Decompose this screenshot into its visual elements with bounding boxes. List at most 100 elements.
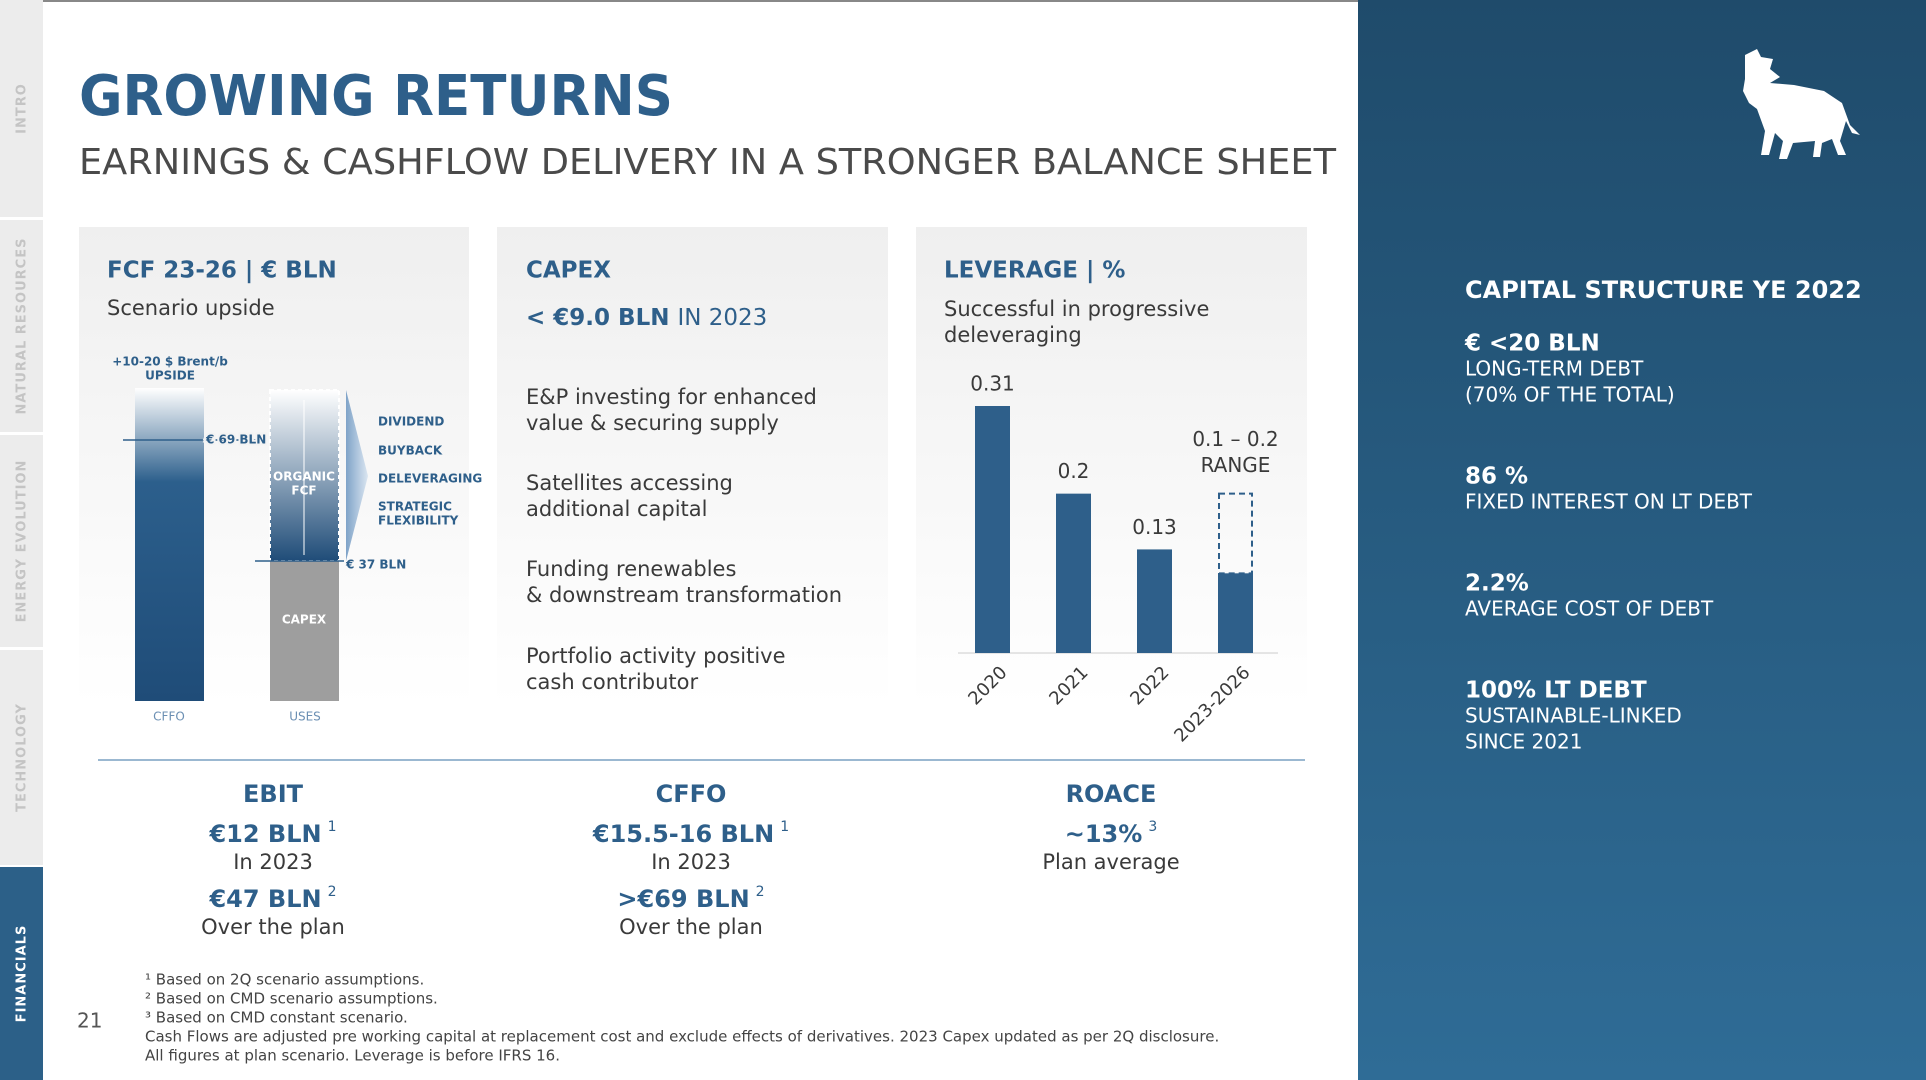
upside-label: UPSIDE — [145, 369, 195, 383]
panel-title: CAPEX — [526, 258, 611, 284]
kpi-value: ~13% 3 — [1065, 819, 1157, 848]
sidebar: INTRO NATURAL RESOURCES ENERGY EVOLUTION TE… — [0, 0, 43, 1080]
bar — [1056, 493, 1091, 653]
capital-text: (70% OF THE TOTAL) — [1465, 383, 1675, 407]
capex-bar — [270, 561, 339, 701]
uses-arrow — [346, 390, 368, 561]
sidebar-tab[interactable]: INTRO — [0, 0, 43, 217]
kpi-note: 1 — [328, 819, 337, 835]
kpi-title: ROACE — [1066, 780, 1157, 808]
side-panel — [1358, 0, 1926, 1080]
bar — [975, 406, 1010, 653]
subtitle: EARNINGS & CASHFLOW DELIVERY IN A STRONG… — [79, 142, 1337, 183]
use-label: DIVIDEND — [378, 415, 444, 429]
tab-bg — [0, 220, 43, 432]
use-label: DELEVERAGING — [378, 472, 482, 486]
capex-label: CAPEX — [282, 613, 327, 627]
title: GROWING RETURNS — [79, 64, 673, 129]
kpi-value: €15.5-16 BLN 1 — [592, 819, 789, 848]
panel — [497, 227, 888, 706]
capital-text: FIXED INTEREST ON LT DEBT — [1465, 490, 1753, 514]
panel-subtitle: Scenario upside — [107, 296, 275, 320]
kpi-number: €15.5-16 BLN — [592, 820, 774, 848]
column-label: CFFO — [153, 710, 185, 724]
kpi-label: In 2023 — [651, 850, 731, 874]
kpi-number: >€69 BLN — [617, 885, 749, 913]
footnote: All figures at plan scenario. Leverage i… — [145, 1047, 560, 1065]
tab-label: NATURAL RESOURCES — [15, 238, 30, 415]
cffo-bar — [135, 388, 204, 701]
kpi-value: €12 BLN 1 — [208, 819, 336, 848]
kpi-note: 2 — [328, 884, 337, 900]
kpi-number: €12 BLN — [208, 820, 321, 848]
kpi-number: ~13% — [1065, 820, 1143, 848]
tab-label: TECHNOLOGY — [15, 703, 30, 812]
capital-text: AVERAGE COST OF DEBT — [1465, 597, 1714, 621]
cffo-label: € 69 BLN — [205, 433, 266, 447]
kpi-label: In 2023 — [233, 850, 313, 874]
tab-label: FINANCIALS — [15, 925, 30, 1023]
top-border — [0, 0, 1926, 2]
tab-label: ENERGY EVOLUTION — [15, 460, 30, 623]
use-label: STRATEGIC — [378, 500, 452, 514]
capital-value: 2.2% — [1465, 571, 1529, 597]
sidebar-tab[interactable]: FINANCIALS — [0, 867, 43, 1080]
footnote: Cash Flows are adjusted pre working capi… — [145, 1028, 1219, 1046]
upside-label: +10-20 $ Brent/b — [112, 355, 228, 369]
kpi-label: Over the plan — [201, 915, 345, 939]
sidebar-tab[interactable]: TECHNOLOGY — [0, 650, 43, 865]
kpi-note: 3 — [1148, 819, 1157, 835]
panel-title: LEVERAGE | % — [944, 258, 1125, 284]
bullet-text: Portfolio activity positive — [526, 644, 786, 668]
bullet-text: value & securing supply — [526, 411, 779, 435]
range-box — [1218, 492, 1253, 575]
sidebar-tab[interactable]: ENERGY EVOLUTION — [0, 435, 43, 647]
footnote: ² Based on CMD scenario assumptions. — [145, 990, 438, 1008]
capital-value: 100% LT DEBT — [1465, 678, 1647, 704]
kpi-label: Plan average — [1042, 850, 1179, 874]
kpi-title: CFFO — [656, 780, 727, 808]
kpi-note: 1 — [780, 819, 789, 835]
sidebar-tab[interactable]: NATURAL RESOURCES — [0, 220, 43, 432]
use-label: FLEXIBILITY — [378, 514, 459, 528]
capex-headline: < €9.0 BLN IN 2023 — [526, 305, 767, 331]
tab-bg — [0, 0, 43, 217]
bar — [1137, 549, 1172, 653]
tab-bg — [0, 650, 43, 865]
bullet-text: Funding renewables — [526, 557, 736, 581]
kpi-number: €47 BLN — [208, 885, 321, 913]
tab-label: INTRO — [15, 83, 30, 134]
capex-suffix: IN 2023 — [677, 305, 767, 331]
value-label: 0.2 — [1058, 459, 1090, 483]
capex-value: < €9.0 BLN — [526, 305, 669, 331]
bullet-text: additional capital — [526, 497, 707, 521]
value-label: 0.1 – 0.2 — [1192, 427, 1278, 451]
kpi-title: EBIT — [243, 780, 304, 808]
footnote: ³ Based on CMD constant scenario. — [145, 1009, 408, 1027]
capex-value-label: € 37 BLN — [345, 558, 406, 572]
footnote: ¹ Based on 2Q scenario assumptions. — [145, 971, 424, 989]
range-label: RANGE — [1201, 453, 1271, 477]
bar — [1218, 573, 1253, 653]
capital-text: SINCE 2021 — [1465, 730, 1582, 754]
value-label: 0.13 — [1132, 515, 1177, 539]
bullet-text: & downstream transformation — [526, 583, 842, 607]
capital-value: 86 % — [1465, 464, 1528, 490]
organic-label: ORGANIC — [273, 470, 335, 484]
panel-title: FCF 23-26 | € BLN — [107, 258, 337, 284]
bullet-text: E&P investing for enhanced — [526, 385, 817, 409]
column-label: USES — [289, 710, 321, 724]
bullet-text: cash contributor — [526, 670, 698, 694]
kpi-value: >€69 BLN 2 — [617, 884, 764, 913]
tab-bg — [0, 435, 43, 647]
capital-text: SUSTAINABLE-LINKED — [1465, 704, 1682, 728]
value-label: 0.31 — [970, 372, 1015, 396]
capital-value: € <20 BLN — [1464, 331, 1600, 357]
capital-title: CAPITAL STRUCTURE YE 2022 — [1465, 276, 1862, 304]
page-number: 21 — [77, 1009, 102, 1033]
capital-text: LONG-TERM DEBT — [1465, 357, 1644, 381]
kpi-value: €47 BLN 2 — [208, 884, 336, 913]
kpi-note: 2 — [756, 884, 765, 900]
